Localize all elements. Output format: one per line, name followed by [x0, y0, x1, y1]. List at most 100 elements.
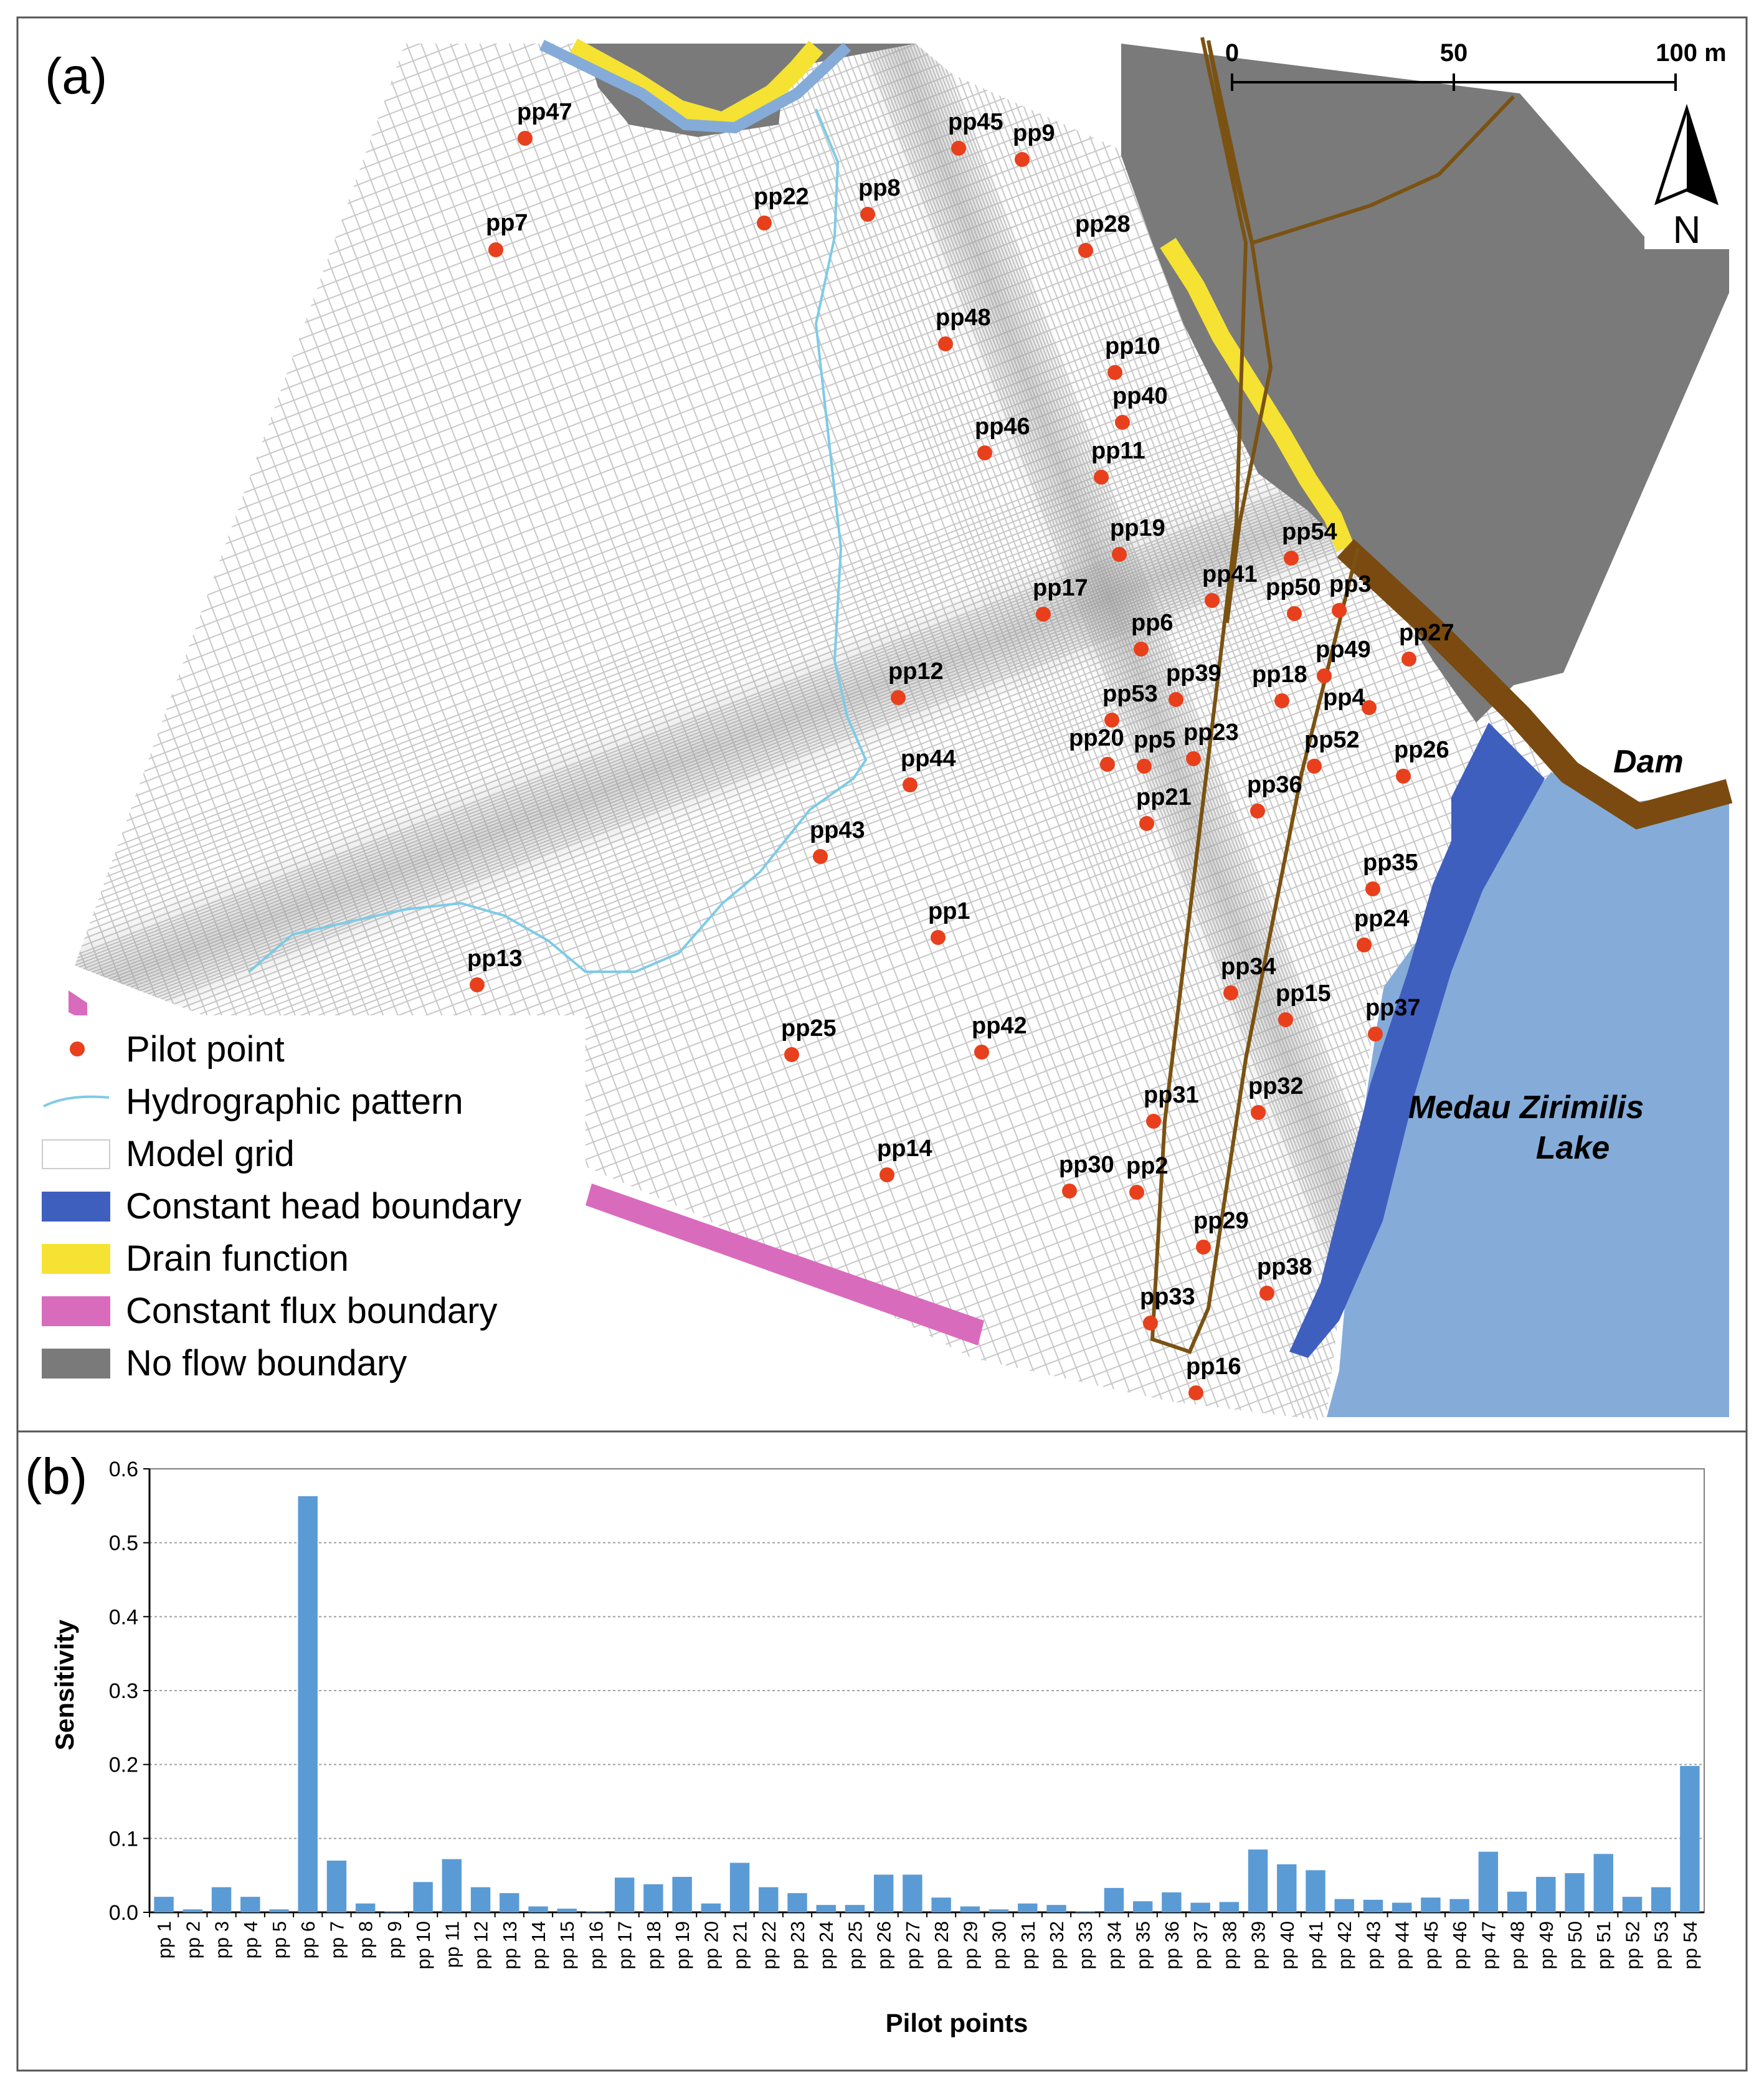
- lake-label-line2: Lake: [1536, 1130, 1610, 1166]
- pilot-point-marker: [1223, 985, 1238, 1000]
- legend-label: Constant flux boundary: [126, 1291, 497, 1331]
- pilot-point-label: pp29: [1193, 1208, 1249, 1234]
- legend-label: Constant head boundary: [126, 1186, 521, 1227]
- bar-pp40: [1277, 1864, 1297, 1912]
- bar-pp15: [557, 1909, 577, 1912]
- pilot-point-pp3: pp3: [1329, 571, 1372, 618]
- legend-entry-model-grid: Model grid: [42, 1134, 295, 1174]
- bar-pp24: [816, 1905, 836, 1912]
- pilot-point-marker: [1137, 759, 1152, 774]
- pilot-point-label: pp54: [1282, 519, 1337, 545]
- y-tick-label: 0.6: [109, 1458, 138, 1481]
- x-tick-label: pp 13: [499, 1921, 521, 1970]
- pilot-point-marker: [1036, 607, 1051, 622]
- pilot-point-label: pp42: [972, 1013, 1027, 1039]
- bar-pp1: [154, 1897, 174, 1912]
- x-tick-label: pp 16: [585, 1921, 607, 1970]
- pilot-point-label: pp9: [1013, 120, 1055, 146]
- x-tick-label: pp 54: [1679, 1921, 1701, 1970]
- pilot-point-pp41: pp41: [1202, 561, 1258, 608]
- north-arrow: N: [1644, 100, 1728, 252]
- bar-pp3: [211, 1887, 232, 1912]
- pilot-point-label: pp19: [1110, 515, 1165, 541]
- x-tick-label: pp 15: [556, 1921, 578, 1970]
- pilot-point-pp42: pp42: [972, 1013, 1027, 1060]
- pilot-point-label: pp40: [1112, 383, 1168, 409]
- x-tick-label: pp 25: [844, 1921, 866, 1970]
- bar-pp45: [1421, 1897, 1441, 1912]
- pilot-point-label: pp49: [1316, 637, 1371, 663]
- pilot-point-pp34: pp34: [1221, 954, 1276, 1000]
- bar-pp53: [1651, 1887, 1671, 1912]
- pilot-point-label: pp16: [1186, 1354, 1241, 1380]
- flow-path-upper: [1207, 40, 1273, 624]
- x-tick-label: pp 38: [1218, 1921, 1240, 1970]
- pilot-point-marker: [1143, 1316, 1158, 1331]
- x-tick-label: pp 14: [528, 1921, 549, 1970]
- pilot-point-marker: [1401, 652, 1416, 667]
- pilot-point-pp38: pp38: [1257, 1254, 1312, 1301]
- bar-pp2: [183, 1909, 203, 1912]
- x-tick-label: pp 29: [959, 1921, 981, 1970]
- bar-pp34: [1104, 1887, 1124, 1912]
- pilot-point-pp47: pp47: [517, 99, 572, 146]
- pilot-point-pp5: pp5: [1134, 727, 1176, 774]
- x-axis-title: Pilot points: [886, 2008, 1028, 2038]
- pilot-point-label: pp11: [1091, 438, 1145, 464]
- pilot-point-label: pp24: [1354, 906, 1410, 932]
- y-tick-label: 0.3: [109, 1679, 138, 1703]
- pilot-point-pp9: pp9: [1013, 120, 1055, 167]
- pilot-point-pp44: pp44: [901, 746, 956, 792]
- pilot-point-marker: [1284, 551, 1299, 566]
- constant-flux-boundary-cells: [69, 990, 87, 1022]
- x-tick-label: pp 9: [384, 1921, 405, 1958]
- x-tick-label: pp 43: [1362, 1921, 1384, 1970]
- y-axis-title: Sensitivity: [50, 1619, 79, 1750]
- x-tick-label: pp 32: [1046, 1921, 1068, 1970]
- pilot-point-pp16: pp16: [1186, 1354, 1241, 1400]
- pilot-point-label: pp7: [486, 210, 528, 236]
- pilot-point-marker: [1100, 757, 1115, 772]
- pilot-point-label: pp33: [1140, 1284, 1195, 1310]
- x-tick-label: pp 42: [1334, 1921, 1355, 1970]
- pilot-point-marker: [1259, 1286, 1274, 1301]
- pilot-point-label: pp17: [1033, 575, 1088, 601]
- bar-pp7: [326, 1860, 347, 1912]
- pilot-point-marker: [1015, 152, 1030, 167]
- bar-pp32: [1046, 1905, 1066, 1912]
- pilot-point-marker: [1307, 759, 1322, 774]
- bar-pp31: [1018, 1903, 1038, 1912]
- lake-label-line1: Medau Zirimilis: [1408, 1089, 1644, 1126]
- legend-label: Pilot point: [126, 1029, 285, 1070]
- pilot-point-pp36: pp36: [1247, 772, 1302, 819]
- map-legend: Pilot point Hydrographic pattern Model gri…: [42, 1029, 521, 1383]
- bar-pp39: [1248, 1849, 1268, 1912]
- y-tick-label: 0.1: [109, 1827, 138, 1851]
- legend-entry-constant-head-boundary: Constant head boundary: [42, 1186, 521, 1227]
- pilot-point-label: pp32: [1248, 1073, 1304, 1099]
- x-tick-label: pp 48: [1507, 1921, 1529, 1970]
- pilot-point-label: pp12: [888, 658, 944, 685]
- bar-pp48: [1507, 1891, 1527, 1912]
- flow-path-outer: [1150, 37, 1360, 1354]
- pilot-point-label: pp6: [1131, 610, 1174, 636]
- bar-pp42: [1334, 1899, 1354, 1912]
- pilot-point-marker: [784, 1047, 799, 1062]
- bar-pp4: [240, 1897, 260, 1912]
- pilot-point-pp33: pp33: [1140, 1284, 1195, 1331]
- bar-pp5: [269, 1909, 289, 1912]
- bar-pp8: [355, 1903, 376, 1912]
- legend-swatch: [70, 1042, 85, 1056]
- grid-refinement-band-vertical: [733, 44, 1535, 1420]
- x-tick-label: pp 21: [729, 1921, 751, 1970]
- x-tick-label: pp 35: [1132, 1921, 1154, 1970]
- pilot-point-pp30: pp30: [1059, 1152, 1114, 1198]
- pilot-point-label: pp31: [1144, 1082, 1199, 1108]
- pilot-point-marker: [1251, 1105, 1266, 1120]
- bar-pp20: [701, 1903, 721, 1912]
- pilot-point-pp31: pp31: [1144, 1082, 1199, 1129]
- x-tick-label: pp 34: [1103, 1921, 1125, 1970]
- pilot-point-pp15: pp15: [1276, 980, 1331, 1027]
- pilot-point-label: pp18: [1252, 662, 1307, 688]
- x-tick-label: pp 20: [700, 1921, 722, 1970]
